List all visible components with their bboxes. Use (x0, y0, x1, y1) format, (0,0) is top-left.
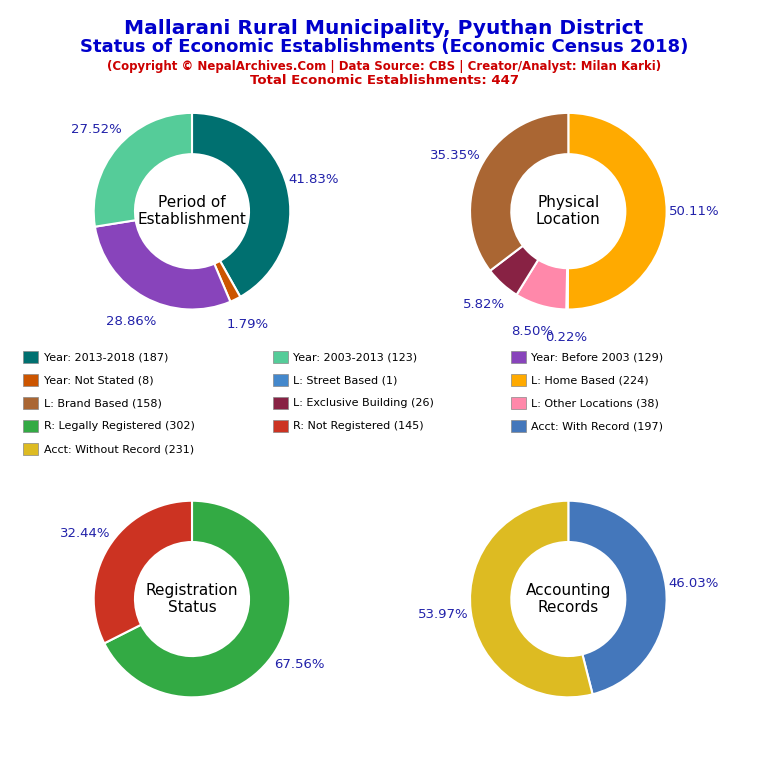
Text: Mallarani Rural Municipality, Pyuthan District: Mallarani Rural Municipality, Pyuthan Di… (124, 19, 644, 38)
Wedge shape (566, 268, 568, 310)
Wedge shape (490, 246, 538, 295)
Text: Year: Before 2003 (129): Year: Before 2003 (129) (531, 352, 664, 362)
Text: Acct: With Record (197): Acct: With Record (197) (531, 421, 664, 432)
Text: Year: Not Stated (8): Year: Not Stated (8) (44, 375, 154, 386)
Text: L: Other Locations (38): L: Other Locations (38) (531, 398, 660, 409)
Text: Registration
Status: Registration Status (146, 583, 238, 615)
Text: 0.22%: 0.22% (545, 330, 588, 343)
Text: Period of
Establishment: Period of Establishment (137, 195, 247, 227)
Text: L: Exclusive Building (26): L: Exclusive Building (26) (293, 398, 434, 409)
Wedge shape (94, 113, 192, 227)
Wedge shape (470, 113, 568, 270)
Text: 5.82%: 5.82% (462, 298, 505, 311)
Text: Year: 2003-2013 (123): Year: 2003-2013 (123) (293, 352, 418, 362)
Text: 50.11%: 50.11% (669, 205, 720, 218)
Text: L: Brand Based (158): L: Brand Based (158) (44, 398, 161, 409)
Wedge shape (517, 260, 567, 310)
Text: 1.79%: 1.79% (227, 318, 269, 330)
Text: L: Street Based (1): L: Street Based (1) (293, 375, 398, 386)
Text: 46.03%: 46.03% (668, 577, 718, 590)
Wedge shape (95, 220, 230, 310)
Wedge shape (104, 501, 290, 697)
Text: Status of Economic Establishments (Economic Census 2018): Status of Economic Establishments (Econo… (80, 38, 688, 56)
Text: Year: 2013-2018 (187): Year: 2013-2018 (187) (44, 352, 168, 362)
Text: 53.97%: 53.97% (418, 608, 468, 621)
Text: 67.56%: 67.56% (274, 658, 324, 671)
Wedge shape (470, 501, 593, 697)
Text: Total Economic Establishments: 447: Total Economic Establishments: 447 (250, 74, 518, 88)
Text: Acct: Without Record (231): Acct: Without Record (231) (44, 444, 194, 455)
Text: L: Home Based (224): L: Home Based (224) (531, 375, 649, 386)
Text: Physical
Location: Physical Location (536, 195, 601, 227)
Text: (Copyright © NepalArchives.Com | Data Source: CBS | Creator/Analyst: Milan Karki: (Copyright © NepalArchives.Com | Data So… (107, 60, 661, 73)
Text: 41.83%: 41.83% (289, 173, 339, 186)
Wedge shape (568, 113, 667, 310)
Text: R: Legally Registered (302): R: Legally Registered (302) (44, 421, 194, 432)
Text: 28.86%: 28.86% (106, 315, 156, 328)
Text: 32.44%: 32.44% (60, 527, 110, 540)
Wedge shape (192, 113, 290, 297)
Wedge shape (94, 501, 192, 644)
Text: Accounting
Records: Accounting Records (525, 583, 611, 615)
Text: 35.35%: 35.35% (430, 149, 481, 162)
Wedge shape (214, 261, 240, 302)
Text: 8.50%: 8.50% (511, 326, 554, 339)
Wedge shape (568, 501, 667, 694)
Text: R: Not Registered (145): R: Not Registered (145) (293, 421, 424, 432)
Text: 27.52%: 27.52% (71, 123, 121, 136)
